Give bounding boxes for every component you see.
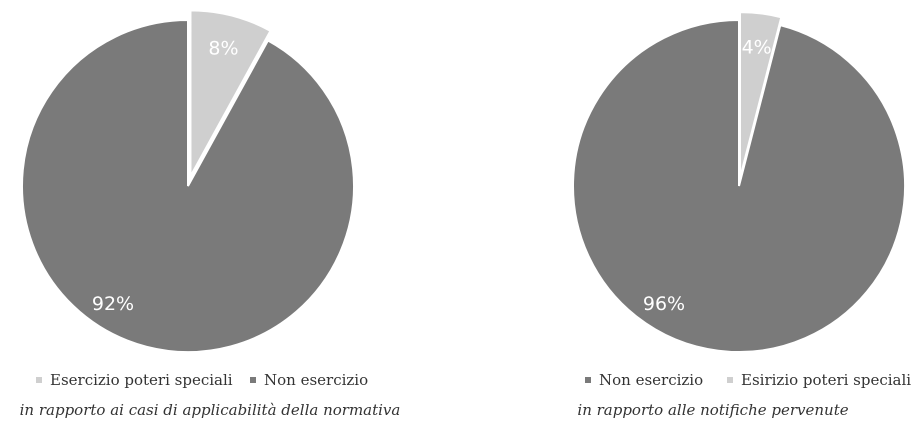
legend-swatch-special <box>727 377 733 383</box>
legend-label: Non esercizio <box>599 371 704 389</box>
legend-swatch-special <box>36 377 42 383</box>
pie-slice-esercizio-poteri-speciali <box>739 11 783 179</box>
legend-item-non-esercizio: Non esercizio <box>585 371 703 389</box>
slice-label-esercizio: 8% <box>208 38 238 60</box>
legend-label: Non esercizio <box>264 371 369 389</box>
legend-left: Esercizio poteri speciali Non esercizio <box>0 371 420 391</box>
slice-label-non-esercizio: 96% <box>643 293 685 315</box>
slice-label-non-esercizio: 92% <box>92 293 134 315</box>
pie-slice-esercizio-poteri-speciali <box>189 9 272 177</box>
pie-chart-left-plot: 8% 92% <box>21 9 355 353</box>
legend-swatch-non <box>585 377 591 383</box>
caption-right: in rapporto alle notifiche pervenute <box>577 401 849 419</box>
pie-slice-non-esercizio <box>21 18 355 353</box>
pie-chart-left: 8% 92% Esercizio poteri speciali Non eser… <box>0 0 420 424</box>
legend-label: Esirizio poteri speciali <box>741 371 912 389</box>
legend-item-esirizio-poteri-speciali: Esirizio poteri speciali <box>727 371 911 389</box>
pie-chart-right-plot: 4% 96% <box>572 11 906 353</box>
legend-item-esercizio-poteri-speciali: Esercizio poteri speciali <box>36 371 233 389</box>
legend-item-non-esercizio: Non esercizio <box>250 371 368 389</box>
legend-right: Non esercizio Esirizio poteri speciali <box>503 371 923 391</box>
legend-label: Esercizio poteri speciali <box>50 371 233 389</box>
caption-left: in rapporto ai casi di applicabilità del… <box>19 401 401 419</box>
pie-slice-non-esercizio <box>572 18 906 353</box>
legend-swatch-non <box>250 377 256 383</box>
pie-chart-right: 4% 96% Non esercizio Esirizio poteri spec… <box>503 0 923 424</box>
slice-label-esercizio: 4% <box>742 36 772 58</box>
